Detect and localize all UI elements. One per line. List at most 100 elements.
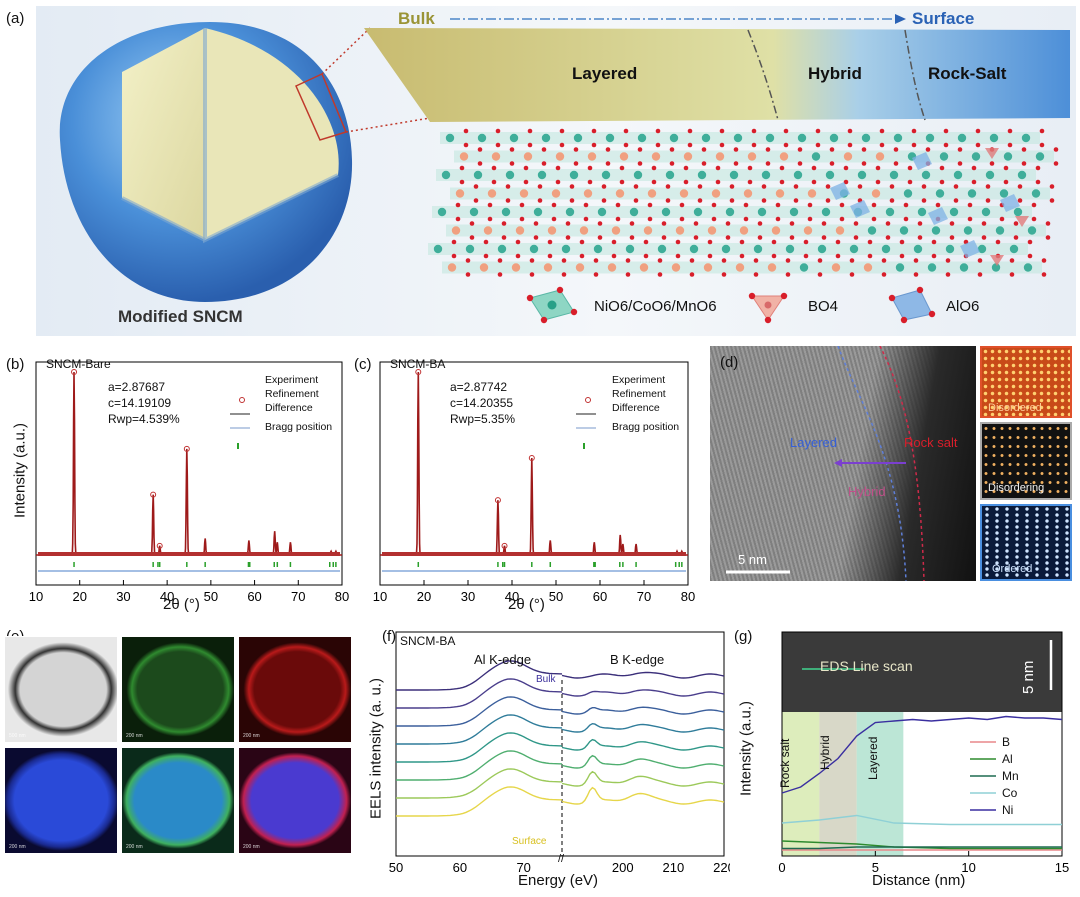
lattice-oxygen <box>875 179 881 185</box>
lattice-oxygen <box>623 128 629 134</box>
lattice-cation <box>1003 152 1013 161</box>
lattice-oxygen <box>661 235 667 240</box>
lattice-cation <box>921 170 931 180</box>
lattice-oxygen <box>559 128 565 134</box>
panel-b-rwp: Rwp=4.539% <box>108 412 180 426</box>
lattice-oxygen <box>551 216 557 222</box>
lattice-cation <box>935 189 945 198</box>
lattice-oxygen <box>733 161 739 166</box>
lattice-oxygen <box>605 161 611 166</box>
lattice-oxygen <box>875 165 881 171</box>
lattice-oxygen <box>583 216 589 222</box>
lattice-oxygen <box>587 165 593 171</box>
lattice-oxygen <box>655 142 661 148</box>
eds-scale-text: 5 nm <box>1020 660 1037 694</box>
lattice-oxygen <box>495 128 501 134</box>
lattice-oxygen <box>477 161 483 166</box>
panel-b-legend-bragg: Bragg position <box>265 421 333 433</box>
eds-region-hybrid-band <box>819 712 857 856</box>
eds-frame <box>781 631 1063 857</box>
lattice-oxygen <box>655 128 661 134</box>
xrd-experiment-point <box>415 369 422 375</box>
lattice-oxygen <box>537 198 543 203</box>
lattice-oxygen <box>529 272 535 277</box>
lattice-cation <box>1021 133 1031 143</box>
eels-tick-label: 210 <box>663 860 685 875</box>
panel-c-xlabel: 2θ (°) <box>508 596 545 613</box>
lattice-oxygen <box>765 147 771 152</box>
lattice-oxygen <box>847 128 853 134</box>
lattice-oxygen <box>945 272 951 277</box>
alo6-octahedron <box>850 200 870 218</box>
lattice-oxygen <box>1007 128 1013 134</box>
lattice-oxygen <box>815 142 821 148</box>
lattice-oxygen <box>977 272 983 277</box>
panel-f-xlabel: Energy (eV) <box>518 872 599 889</box>
eds-tick-label: 10 <box>961 860 975 875</box>
lattice-oxygen <box>849 258 855 263</box>
lattice-oxygen <box>625 272 631 277</box>
lattice-oxygen <box>971 165 977 171</box>
lattice-cation <box>683 152 693 161</box>
eds-region-layered: Layered <box>866 737 880 780</box>
lattice-oxygen <box>931 253 937 259</box>
lattice-cation <box>611 226 621 235</box>
lattice-oxygen <box>913 258 919 263</box>
lattice-oxygen <box>957 161 963 166</box>
lattice-oxygen <box>707 253 713 259</box>
lattice-oxygen <box>739 239 745 245</box>
lattice-oxygen <box>943 142 949 148</box>
lattice-cation <box>437 207 447 217</box>
stem-scale-label: 5 nm <box>738 552 767 567</box>
lattice-cation <box>575 263 585 272</box>
alo6-octahedron <box>912 152 932 170</box>
lattice-cation <box>529 244 539 254</box>
lattice-cation <box>491 152 501 161</box>
particle-cutaway-core <box>122 28 205 240</box>
lattice-cation <box>779 152 789 161</box>
lattice-oxygen <box>881 272 887 277</box>
bo4-tetrahedron <box>985 148 999 159</box>
lattice-oxygen <box>879 142 885 148</box>
lattice-oxygen <box>917 221 923 226</box>
panel-f-al-edge: Al K-edge <box>474 652 532 667</box>
lattice-oxygen <box>1039 142 1045 148</box>
xrd-background-noise <box>38 552 340 556</box>
lattice-oxygen <box>1017 198 1023 203</box>
lattice-oxygen <box>977 258 983 263</box>
lattice-oxygen <box>509 147 515 152</box>
lattice-oxygen <box>465 272 471 277</box>
lattice-oxygen <box>893 161 899 166</box>
stem-layered-label: Layered <box>790 435 837 450</box>
lattice-cation <box>991 263 1001 272</box>
panel-f: (f) EELS intensity (a. u.) 50 60 70 200 210 2… <box>360 620 731 897</box>
lattice-oxygen <box>593 258 599 263</box>
lattice-oxygen <box>487 216 493 222</box>
legend-alo6-label: AlO6 <box>946 298 980 315</box>
lattice-oxygen <box>579 253 585 259</box>
lattice-oxygen <box>1009 272 1015 277</box>
lattice-oxygen <box>729 184 735 189</box>
lattice-oxygen <box>515 239 521 245</box>
alo6-octahedron <box>928 207 948 225</box>
lattice-oxygen <box>1035 179 1041 185</box>
inset-ordered-label: Ordered <box>992 563 1033 575</box>
lattice-oxygen <box>1053 147 1059 152</box>
lattice-oxygen <box>569 184 575 189</box>
inset-disordered-label: Disordered <box>988 402 1042 414</box>
panel-c-legend-refinement: Refinement <box>612 388 666 400</box>
legend-ni-co-mn-label: NiO6/CoO6/MnO6 <box>594 298 717 315</box>
lattice-cation <box>587 152 597 161</box>
xrd-tick-label: 50 <box>549 589 563 604</box>
panel-f-break: // <box>558 853 565 865</box>
lattice-oxygen <box>665 198 671 203</box>
lattice-oxygen <box>807 202 813 208</box>
lattice-cation <box>863 263 873 272</box>
lattice-oxygen <box>561 258 567 263</box>
eds-region-hybrid-text: Hybrid <box>818 735 832 770</box>
lattice-oxygen <box>561 272 567 277</box>
lattice-cation <box>949 207 959 217</box>
eds-series-ni <box>781 715 1063 794</box>
lattice-oxygen <box>683 179 689 185</box>
lattice-oxygen <box>753 272 759 277</box>
